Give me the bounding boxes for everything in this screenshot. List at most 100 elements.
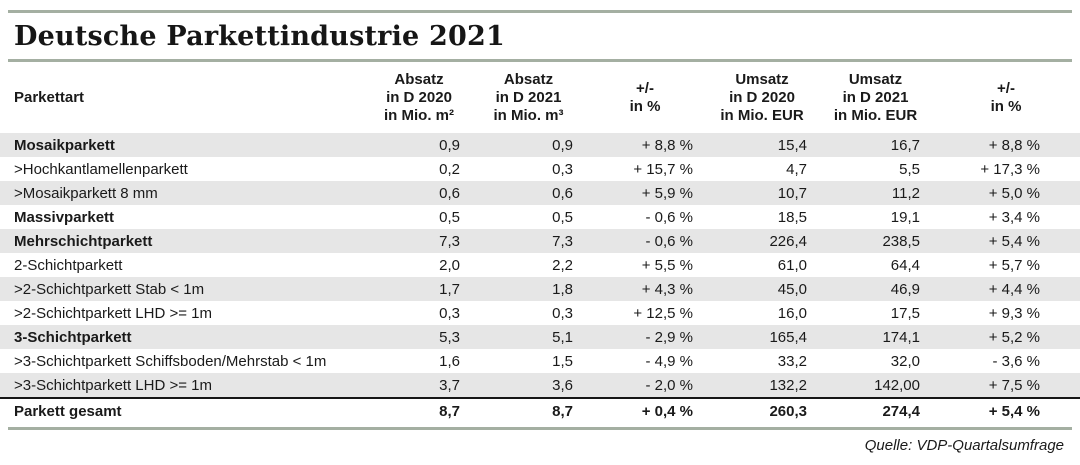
page-title: Deutsche Parkettindustrie 2021 xyxy=(14,20,505,52)
value-cell: 45,0 xyxy=(777,280,807,298)
value-cell: - 4,9 % xyxy=(645,352,693,370)
value-cell: 8,7 xyxy=(472,397,585,423)
value-cell: 16,7 xyxy=(890,136,920,154)
value-cell: 16,0 xyxy=(777,304,807,322)
value-cell: + 0,4 % xyxy=(585,397,705,423)
value-cell: 1,8 xyxy=(552,280,573,298)
value-cell: 0,5 xyxy=(552,208,573,226)
value-cell: 8,7 xyxy=(366,397,472,423)
value-cell: 5,3 xyxy=(439,328,460,346)
value-cell: + 5,0 % xyxy=(988,184,1040,202)
value-cell: 1,6 xyxy=(439,352,460,370)
value-cell: 1,5 xyxy=(552,352,573,370)
value-cell: 0,3 xyxy=(552,160,573,178)
value-cell: - 0,6 % xyxy=(645,232,693,250)
table-row: >2-Schichtparkett LHD >= 1m 0,3 0,3 + 12,5 … xyxy=(0,301,1080,325)
row-label-cell: 2-Schichtparkett xyxy=(14,256,123,274)
row-label-cell: >3-Schichtparkett LHD >= 1m xyxy=(14,376,213,394)
bottom-rule xyxy=(8,427,1072,430)
table-header: Parkettart Absatz in D 2020 in Mio. m² Absat… xyxy=(0,62,1080,133)
value-cell: 165,4 xyxy=(769,328,807,346)
table-body: Mosaikparkett 0,9 0,9 + 8,8 % 15,4 16,7 + 8,8 … xyxy=(0,133,1080,423)
data-table: Parkettart Absatz in D 2020 in Mio. m² Absat… xyxy=(0,62,1080,423)
value-cell: 4,7 xyxy=(786,160,807,178)
value-cell: 132,2 xyxy=(769,376,807,394)
value-cell: 0,9 xyxy=(552,136,573,154)
value-cell: 46,9 xyxy=(890,280,920,298)
row-label-cell: Mehrschichtparkett xyxy=(14,232,153,250)
row-label-cell: >2-Schichtparkett Stab < 1m xyxy=(14,280,205,298)
column-header: +/- in % xyxy=(990,79,1022,115)
value-cell: 0,5 xyxy=(439,208,460,226)
value-cell: 142,00 xyxy=(874,376,920,394)
value-cell: 0,3 xyxy=(552,304,573,322)
row-label-cell: Massivparkett xyxy=(14,208,115,226)
value-cell: + 4,3 % xyxy=(641,280,693,298)
value-cell: 1,7 xyxy=(439,280,460,298)
value-cell: 2,2 xyxy=(552,256,573,274)
column-header: Umsatz in D 2020 in Mio. EUR xyxy=(720,70,804,124)
value-cell: 19,1 xyxy=(890,208,920,226)
header-row: Parkettart Absatz in D 2020 in Mio. m² Absat… xyxy=(0,62,1080,133)
value-cell: 11,2 xyxy=(891,184,920,202)
value-cell: 0,3 xyxy=(439,304,460,322)
value-cell: 15,4 xyxy=(777,136,807,154)
value-cell: 238,5 xyxy=(882,232,920,250)
value-cell: + 9,3 % xyxy=(988,304,1040,322)
value-cell: 0,2 xyxy=(439,160,460,178)
value-cell: + 5,4 % xyxy=(988,232,1040,250)
value-cell: - 2,9 % xyxy=(645,328,693,346)
value-cell: + 3,4 % xyxy=(988,208,1040,226)
value-cell: 10,7 xyxy=(777,184,807,202)
row-label-cell: >Mosaikparkett 8 mm xyxy=(14,184,158,202)
row-label-cell: 3-Schichtparkett xyxy=(14,328,132,346)
title-rule xyxy=(8,59,1072,62)
value-cell: 5,1 xyxy=(552,328,573,346)
table-row: 2-Schichtparkett 2,0 2,2 + 5,5 % 61,0 64,4 + 5… xyxy=(0,253,1080,277)
row-label-cell: >2-Schichtparkett LHD >= 1m xyxy=(14,304,213,322)
value-cell: + 5,9 % xyxy=(641,184,693,202)
value-cell: 7,3 xyxy=(439,232,460,250)
table-row: Mehrschichtparkett 7,3 7,3 - 0,6 % 226,4 238,… xyxy=(0,229,1080,253)
row-label-cell: >Hochkantlamellenparkett xyxy=(14,160,188,178)
value-cell: + 5,4 % xyxy=(932,397,1080,423)
value-cell: + 8,8 % xyxy=(988,136,1040,154)
value-cell: 3,7 xyxy=(439,376,460,394)
column-header: Absatz in D 2021 in Mio. m³ xyxy=(493,70,564,124)
value-cell: - 0,6 % xyxy=(645,208,693,226)
value-cell: + 12,5 % xyxy=(633,304,693,322)
value-cell: 3,6 xyxy=(552,376,573,394)
source-note: Quelle: VDP-Quartalsumfrage xyxy=(864,437,1064,454)
column-header: Absatz in D 2020 in Mio. m² xyxy=(384,70,454,124)
table-row: Parkett gesamt 8,7 8,7 + 0,4 % 260,3 274,4 + 5… xyxy=(0,397,1080,423)
value-cell: + 5,5 % xyxy=(641,256,693,274)
table-row: >2-Schichtparkett Stab < 1m 1,7 1,8 + 4,3 %… xyxy=(0,277,1080,301)
table-row: >3-Schichtparkett Schiffsboden/Mehrstab … xyxy=(0,349,1080,373)
column-header: Umsatz in D 2021 in Mio. EUR xyxy=(833,70,918,124)
value-cell: 33,2 xyxy=(777,352,807,370)
value-cell: 0,6 xyxy=(552,184,573,202)
row-label-cell: Mosaikparkett xyxy=(14,136,115,154)
value-cell: 32,0 xyxy=(890,352,920,370)
value-cell: 18,5 xyxy=(777,208,807,226)
top-rule xyxy=(8,10,1072,13)
value-cell: 5,5 xyxy=(899,160,920,178)
value-cell: + 4,4 % xyxy=(988,280,1040,298)
table-row: >Hochkantlamellenparkett 0,2 0,3 + 15,7 % 4,… xyxy=(0,157,1080,181)
table-row: >3-Schichtparkett LHD >= 1m 3,7 3,6 - 2,0 %… xyxy=(0,373,1080,398)
value-cell: 174,1 xyxy=(882,328,920,346)
column-header: +/- in % xyxy=(629,79,661,115)
value-cell: + 8,8 % xyxy=(641,136,693,154)
value-cell: + 5,2 % xyxy=(988,328,1040,346)
value-cell: 64,4 xyxy=(890,256,920,274)
value-cell: 2,0 xyxy=(439,256,460,274)
value-cell: - 2,0 % xyxy=(645,376,693,394)
table-row: Massivparkett 0,5 0,5 - 0,6 % 18,5 19,1 + 3,4 … xyxy=(0,205,1080,229)
value-cell: 0,6 xyxy=(439,184,460,202)
column-header: Parkettart xyxy=(14,88,85,106)
value-cell: 17,5 xyxy=(890,304,920,322)
value-cell: 0,9 xyxy=(439,136,460,154)
value-cell: 7,3 xyxy=(552,232,573,250)
value-cell: - 3,6 % xyxy=(992,352,1040,370)
